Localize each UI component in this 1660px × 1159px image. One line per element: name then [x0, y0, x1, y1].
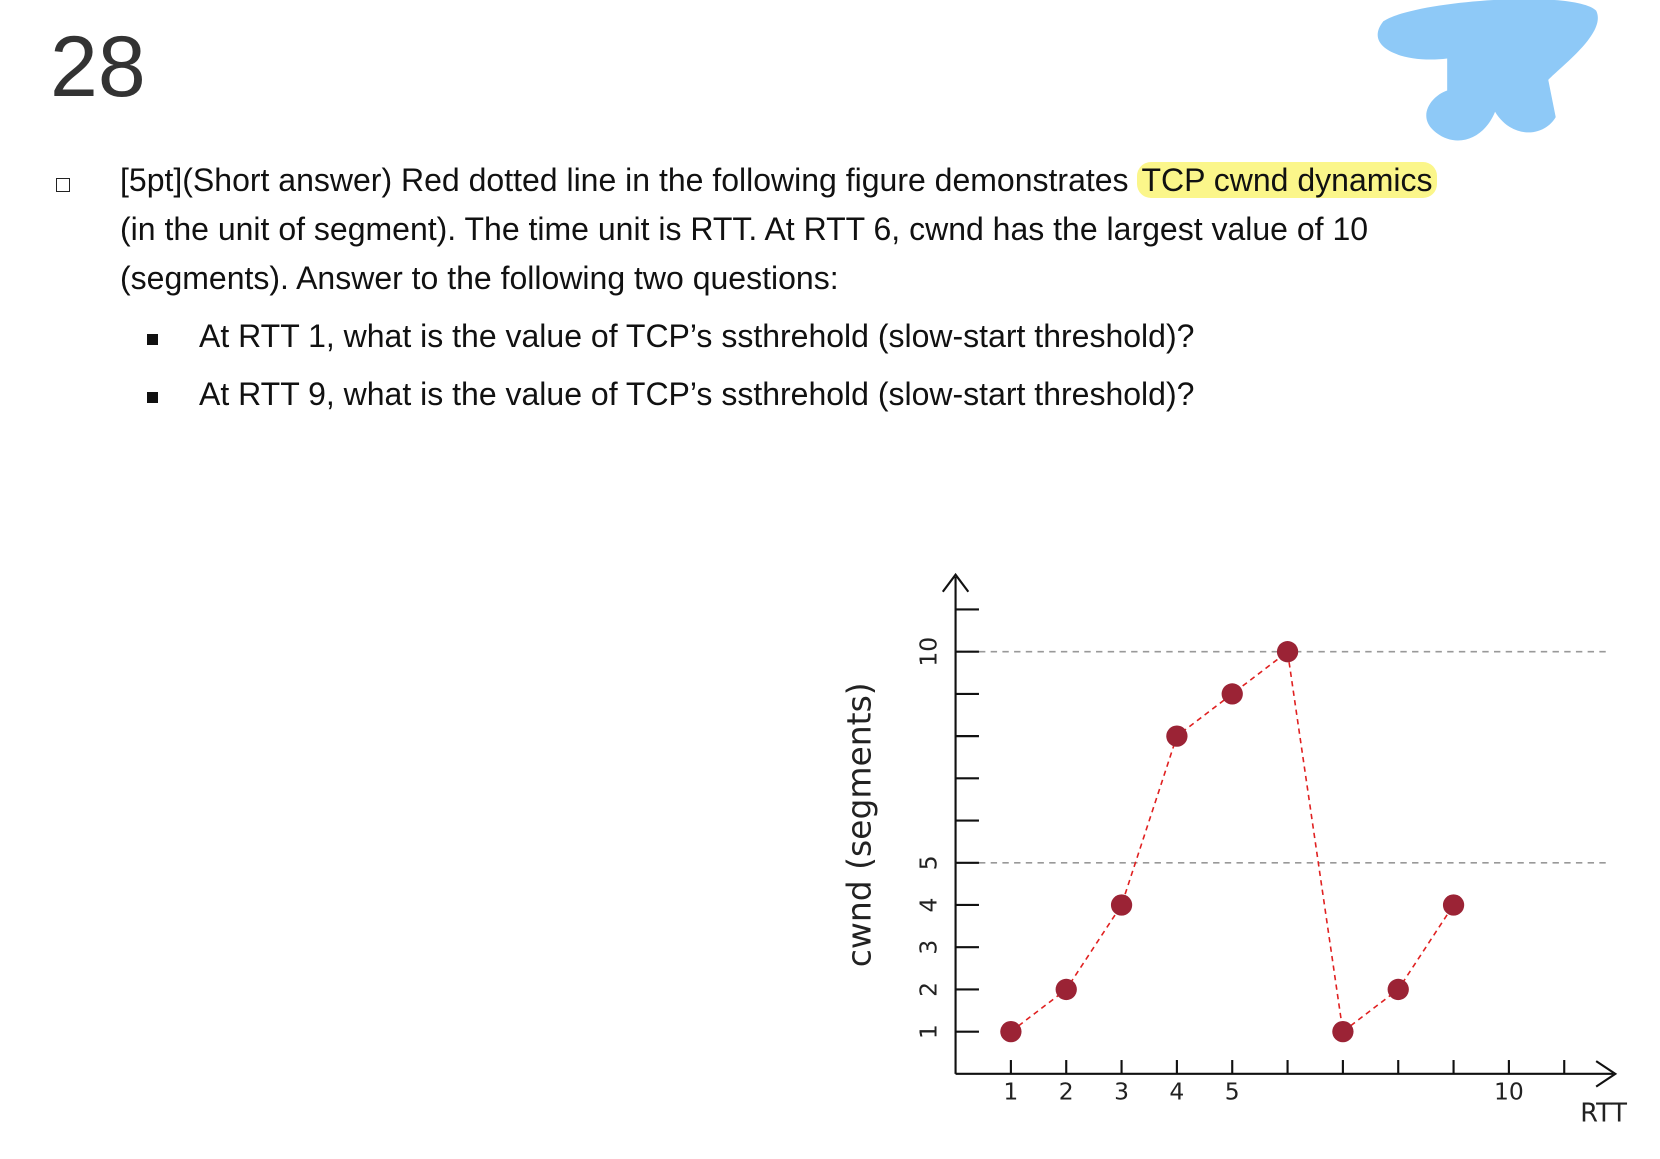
- x-axis-label: RTT: [1580, 1099, 1627, 1129]
- cwnd-point: [1166, 725, 1188, 747]
- y-tick-label: 1: [915, 1024, 943, 1039]
- bullet-text: At RTT 9, what is the value of TCP’s sst…: [199, 376, 1195, 412]
- cwnd-point: [1276, 641, 1299, 663]
- x-tick-label: 5: [1225, 1077, 1240, 1105]
- cwnd-point: [1055, 978, 1077, 1001]
- axes: [941, 572, 1618, 1088]
- page-number: 28: [50, 19, 146, 115]
- bullet-text: At RTT 1, what is the value of TCP’s sst…: [199, 318, 1195, 354]
- question-line: (in the unit of segment). The time unit …: [120, 211, 1369, 247]
- x-tick-label: 4: [1169, 1077, 1184, 1105]
- highlighted-text: TCP cwnd dynamics: [1137, 162, 1437, 198]
- y-tick-label: 5: [915, 855, 943, 870]
- cwnd-line: [1010, 650, 1455, 1034]
- bullet: [147, 334, 158, 345]
- x-tick-label: 2: [1059, 1077, 1074, 1105]
- scribble: [1377, 0, 1598, 141]
- cwnd-point: [1442, 894, 1465, 916]
- y-tick-label: 10: [915, 637, 943, 667]
- x-tick-label: 10: [1494, 1077, 1524, 1105]
- cwnd-point: [1110, 894, 1133, 916]
- checkbox[interactable]: [56, 178, 70, 192]
- question-text: [5pt](Short answer) Red dotted line in t…: [120, 162, 1138, 198]
- bullet: [147, 392, 158, 403]
- x-arrow: [1595, 1060, 1618, 1088]
- y-tick-label: 2: [915, 982, 943, 997]
- cwnd-point: [1387, 978, 1409, 1001]
- y-axis-label: cwnd (segments): [839, 682, 878, 967]
- cwnd-point: [1332, 1020, 1354, 1043]
- y-tick-label: 4: [915, 898, 943, 913]
- x-tick-label: 1: [1003, 1077, 1018, 1105]
- cwnd-point: [1221, 683, 1243, 705]
- question-line: [5pt](Short answer) Red dotted line in t…: [120, 162, 1437, 199]
- y-tick-label: 3: [915, 940, 943, 955]
- y-arrow: [941, 572, 970, 593]
- question-line: (segments). Answer to the following two …: [120, 260, 839, 296]
- x-tick-label: 3: [1114, 1077, 1129, 1105]
- cwnd-point: [1000, 1020, 1022, 1043]
